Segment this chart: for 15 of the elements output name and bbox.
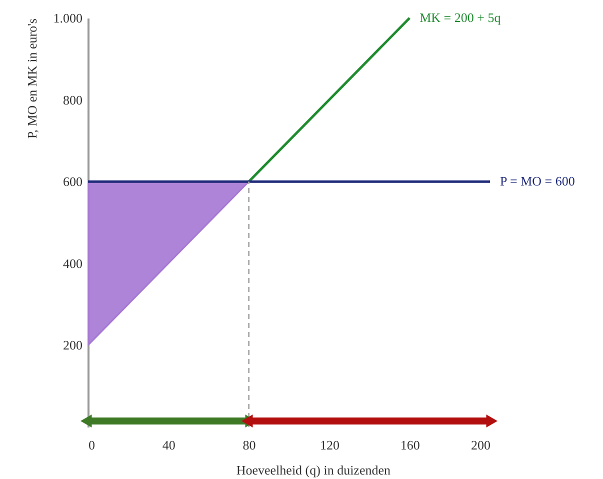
x-tick-label: 0 bbox=[88, 438, 95, 452]
x-tick-label: 40 bbox=[162, 438, 176, 452]
x-tick-label: 160 bbox=[400, 438, 420, 452]
x-tick-label: 200 bbox=[471, 438, 490, 452]
y-tick-label: 600 bbox=[63, 174, 82, 190]
x-tick-label: 120 bbox=[320, 438, 340, 452]
x-axis-title: Hoeveelheid (q) in duizenden bbox=[236, 462, 391, 478]
y-tick-label: 1.000 bbox=[53, 10, 82, 26]
series-label: MK = 200 + 5q bbox=[420, 10, 502, 25]
x-tick-label: 80 bbox=[242, 438, 256, 452]
y-axis-title: P, MO en MK in euro's bbox=[24, 18, 40, 139]
series-label: P = MO = 600 bbox=[500, 174, 575, 189]
y-tick-label: 400 bbox=[63, 256, 82, 271]
y-tick-label: 800 bbox=[63, 92, 82, 108]
y-tick-label: 200 bbox=[63, 338, 82, 353]
